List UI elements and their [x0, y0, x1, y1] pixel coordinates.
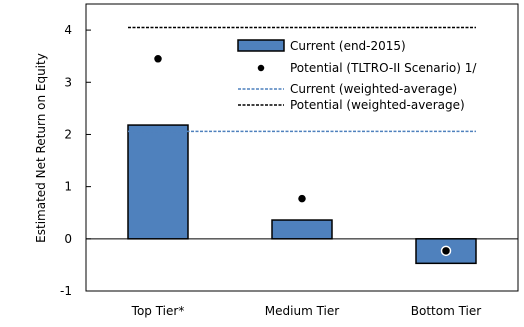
bar-current-end-2015: [127, 124, 189, 240]
y-tick-label: 2: [64, 127, 72, 141]
legend-swatch-marker: [256, 63, 266, 73]
marker-potential-tltro: [296, 193, 308, 204]
bar-current-end-2015: [271, 219, 333, 240]
legend-item-potential-tltro: Potential (TLTRO-II Scenario) 1/: [290, 61, 477, 75]
y-tick-label: 4: [64, 23, 72, 37]
y-axis-label: Estimated Net Return on Equity: [34, 53, 48, 243]
x-category-label: Medium Tier: [265, 304, 339, 318]
y-tick-label: 1: [64, 180, 72, 194]
y-tick-label: 3: [64, 75, 72, 89]
plot-border: [85, 3, 519, 292]
x-category-label: Top Tier*: [131, 304, 185, 318]
y-tick-label: 0: [64, 232, 72, 246]
legend-item-current-weighted-average: Current (weighted-average): [290, 82, 457, 96]
x-category-label: Bottom Tier: [411, 304, 482, 318]
legend: Current (end-2015) Potential (TLTRO-II Sc…: [237, 39, 477, 112]
marker-potential-tltro: [152, 53, 164, 65]
legend-item-potential-weighted-average: Potential (weighted-average): [290, 98, 465, 112]
legend-item-current-end-2015: Current (end-2015): [290, 39, 406, 53]
y-tick-label: -1: [60, 284, 72, 298]
legend-swatch-bar: [237, 39, 285, 52]
marker-potential-tltro: [440, 245, 452, 257]
plot-area: -1 0 1 2 3 4 Top Tier* Medium Tier Bottom Tier: [60, 3, 519, 318]
